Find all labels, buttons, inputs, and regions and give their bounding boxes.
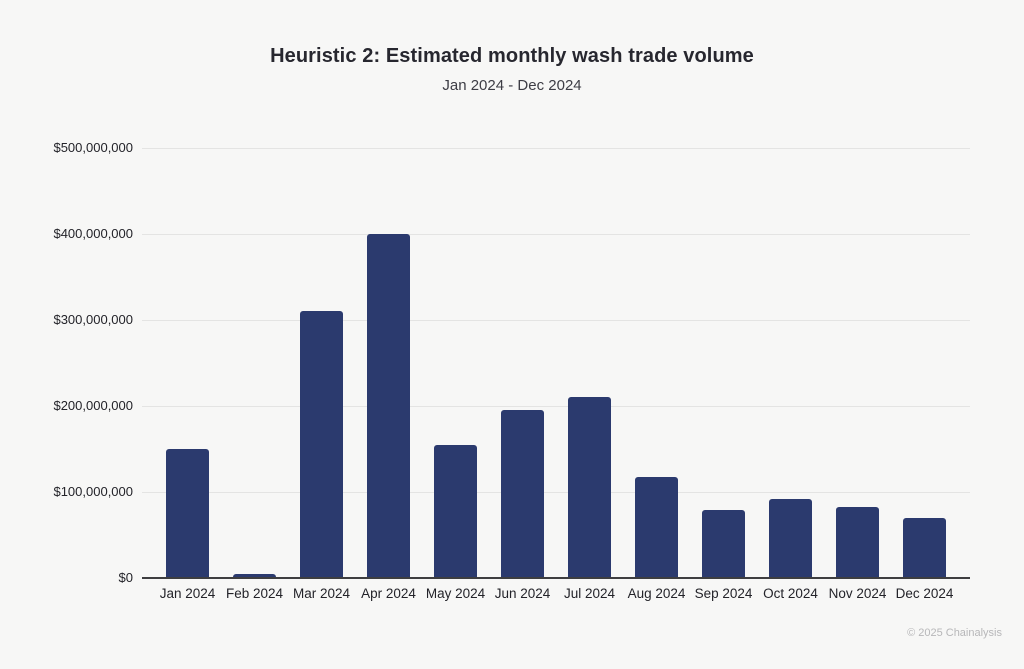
gridline [142,405,970,407]
x-axis-tick-label: Sep 2024 [694,586,753,601]
x-axis-tick-label: Feb 2024 [225,586,284,601]
bar-feb-2024 [233,573,276,578]
chart-subtitle: Jan 2024 - Dec 2024 [442,77,582,94]
bar-apr-2024 [367,234,410,578]
bar-mar-2024 [300,311,343,578]
gridline [142,147,970,149]
x-axis-tick-label: Oct 2024 [763,586,818,601]
bar-dec-2024 [903,517,946,578]
plot-area: $0 $100,000,000 $200,000,000 $300,000,000 $4… [53,140,970,601]
x-axis-tick-label: Apr 2024 [361,586,416,601]
x-axis-tick-label: Aug 2024 [627,586,686,601]
x-axis-tick-label: Jul 2024 [563,586,616,601]
bar-jul-2024 [568,397,611,578]
gridline [142,491,970,493]
copyright-text: © 2025 Chainalysis [907,627,1002,639]
bar-nov-2024 [836,507,879,578]
bar-may-2024 [434,444,477,578]
x-axis-tick-label: Jan 2024 [159,586,216,601]
x-axis-tick-label: Nov 2024 [828,586,887,601]
bar-jan-2024 [166,449,209,578]
y-axis-tick-label: $0 [118,570,133,585]
y-axis-tick-label: $300,000,000 [53,312,133,327]
bar-oct-2024 [769,498,812,578]
bar-sep-2024 [702,510,745,578]
x-axis-tick-label: May 2024 [425,586,486,601]
x-axis-tick-label: Mar 2024 [292,586,351,601]
gridline [142,233,970,235]
x-axis-line [142,577,970,579]
gridline [142,319,970,321]
bar-aug-2024 [635,476,678,578]
x-axis-tick-label: Jun 2024 [494,586,551,601]
y-axis-tick-label: $500,000,000 [53,140,133,155]
bar-jun-2024 [501,410,544,578]
y-axis-tick-label: $200,000,000 [53,398,133,413]
chart-title: Heuristic 2: Estimated monthly wash trad… [270,45,754,67]
y-axis-tick-label: $100,000,000 [53,484,133,499]
y-axis-tick-label: $400,000,000 [53,226,133,241]
x-axis-tick-label: Dec 2024 [895,586,954,601]
